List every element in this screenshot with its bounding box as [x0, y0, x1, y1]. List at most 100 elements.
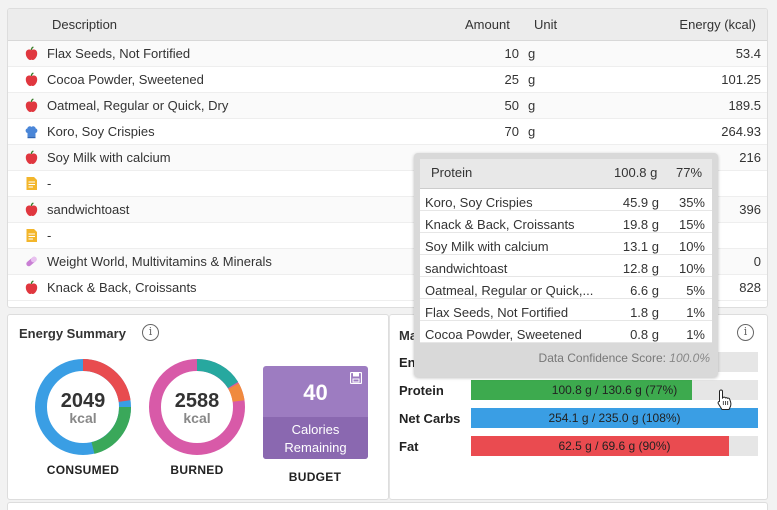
table-header: Description Amount Unit Energy (kcal): [8, 9, 767, 41]
row-description: Flax Seeds, Not Fortified: [47, 46, 191, 61]
macro-row[interactable]: Net Carbs 254.1 g / 235.0 g (108%): [390, 408, 767, 430]
row-energy: 264.93: [721, 124, 761, 139]
macro-bar-fill: [471, 408, 758, 428]
macro-bar[interactable]: 254.1 g / 235.0 g (108%): [471, 408, 758, 428]
tooltip-rows: Koro, Soy Crispies 45.9 g 35% Knack & Back,…: [420, 189, 712, 343]
tooltip-pct: 15%: [678, 217, 705, 232]
row-description: Cocoa Powder, Sweetened: [47, 72, 204, 87]
energy-summary-title: Energy Summary: [19, 326, 126, 341]
tooltip-amount: 19.8 g: [622, 217, 659, 232]
row-energy: 828: [739, 280, 761, 295]
row-amount: 50: [504, 98, 519, 113]
row-amount: 70: [504, 124, 519, 139]
tooltip-food: Flax Seeds, Not Fortified: [425, 305, 569, 320]
table-row[interactable]: -: [8, 223, 767, 249]
burned-value: 2588: [174, 390, 220, 412]
tooltip-header-amount: 100.8 g: [614, 165, 658, 180]
budget-caption: BUDGET: [288, 470, 342, 484]
table-row[interactable]: Koro, Soy Crispies 70 g 264.93: [8, 119, 767, 145]
row-description: sandwichtoast: [47, 202, 130, 217]
tooltip-food: Soy Milk with calcium: [425, 239, 549, 254]
apple-icon: [25, 280, 38, 294]
row-energy: 53.4: [735, 46, 761, 61]
tooltip-row: sandwichtoast 12.8 g 10%: [420, 255, 712, 277]
tooltip-row: Soy Milk with calcium 13.1 g 10%: [420, 233, 712, 255]
apple-icon: [25, 98, 38, 112]
budget-card[interactable]: 40 Calories Remaining: [263, 366, 368, 459]
burned-ring: [149, 358, 245, 455]
chef-hat-icon: [25, 126, 38, 139]
tooltip-row: Oatmeal, Regular or Quick,... 6.6 g 5%: [420, 277, 712, 299]
data-confidence: Data Confidence Score: 100.0%: [539, 351, 710, 365]
pill-icon: [26, 256, 37, 267]
macro-bar[interactable]: 100.8 g / 130.6 g (77%): [471, 380, 758, 400]
table-row[interactable]: Knack & Back, Croissants 828: [8, 275, 767, 301]
confidence-value: 100.0%: [669, 351, 710, 365]
row-unit: g: [528, 98, 536, 113]
consumed-value: 2049: [60, 390, 106, 412]
table-row[interactable]: Flax Seeds, Not Fortified 10 g 53.4: [8, 41, 767, 67]
tooltip-pct: 1%: [686, 305, 705, 320]
macro-label: Fat: [399, 439, 419, 454]
row-description: Soy Milk with calcium: [47, 150, 171, 165]
info-icon[interactable]: i: [737, 324, 754, 341]
row-energy: 0: [753, 254, 761, 269]
save-icon[interactable]: [350, 372, 362, 384]
macro-row[interactable]: Fat 62.5 g / 69.6 g (90%): [390, 436, 767, 458]
col-amount[interactable]: Amount: [465, 17, 510, 32]
table-row[interactable]: -: [8, 171, 767, 197]
tooltip-amount: 0.8 g: [630, 327, 659, 342]
row-energy: 189.5: [728, 98, 761, 113]
macro-label: Protein: [399, 383, 444, 398]
protein-breakdown-tooltip: Protein 100.8 g 77% Koro, Soy Crispies 45…: [414, 153, 718, 377]
row-unit: g: [528, 72, 536, 87]
budget-label-line1: Calories: [291, 422, 340, 437]
tooltip-food: Knack & Back, Croissants: [425, 217, 575, 232]
apple-icon: [25, 150, 38, 164]
row-description: -: [47, 228, 52, 243]
tooltip-header-name: Protein: [431, 165, 473, 180]
info-icon[interactable]: i: [142, 324, 159, 341]
budget-label: Calories Remaining: [263, 417, 368, 459]
burned-caption: BURNED: [170, 463, 224, 477]
apple-icon: [25, 72, 38, 86]
col-description[interactable]: Description: [52, 17, 118, 32]
next-section: [7, 502, 768, 510]
apple-icon: [25, 202, 38, 216]
macro-value: 62.5 g / 69.6 g (90%): [558, 439, 671, 453]
confidence-label: Data Confidence Score:: [538, 351, 666, 365]
tooltip-row: Koro, Soy Crispies 45.9 g 35%: [420, 189, 712, 211]
row-energy: 396: [739, 202, 761, 217]
row-description: Koro, Soy Crispies: [47, 124, 155, 139]
macro-row[interactable]: Protein 100.8 g / 130.6 g (77%): [390, 380, 767, 402]
row-unit: g: [528, 124, 536, 139]
row-description: Weight World, Multivitamins & Minerals: [47, 254, 272, 269]
tooltip-food: Oatmeal, Regular or Quick,...: [425, 283, 594, 298]
hand-cursor-icon: [717, 389, 732, 410]
tooltip-food: sandwichtoast: [425, 261, 508, 276]
budget-value: 40: [303, 380, 328, 405]
tooltip-pct: 35%: [678, 195, 705, 210]
tooltip-amount: 13.1 g: [622, 239, 659, 254]
tooltip-pct: 10%: [678, 261, 705, 276]
tooltip-amount: 45.9 g: [622, 195, 659, 210]
tooltip-pct: 5%: [686, 283, 705, 298]
macro-bar-fill: [471, 436, 730, 456]
tooltip-food: Cocoa Powder, Sweetened: [425, 327, 582, 342]
col-unit[interactable]: Unit: [534, 17, 558, 32]
table-row[interactable]: Oatmeal, Regular or Quick, Dry 50 g 189.5: [8, 93, 767, 119]
macro-value: 254.1 g / 235.0 g (108%): [548, 411, 681, 425]
macro-label: Net Carbs: [399, 411, 461, 426]
budget-label-line2: Remaining: [284, 440, 347, 455]
table-row[interactable]: Cocoa Powder, Sweetened 25 g 101.25: [8, 67, 767, 93]
row-description: -: [47, 176, 52, 191]
macro-bar[interactable]: 62.5 g / 69.6 g (90%): [471, 436, 758, 456]
col-energy[interactable]: Energy (kcal): [679, 17, 756, 32]
tooltip-amount: 1.8 g: [630, 305, 659, 320]
tooltip-amount: 6.6 g: [630, 283, 659, 298]
tooltip-pct: 1%: [686, 327, 705, 342]
row-amount: 25: [504, 72, 519, 87]
tooltip-row: Flax Seeds, Not Fortified 1.8 g 1%: [420, 299, 712, 321]
tooltip-header-pct: 77%: [676, 165, 703, 180]
tooltip-food: Koro, Soy Crispies: [425, 195, 533, 210]
